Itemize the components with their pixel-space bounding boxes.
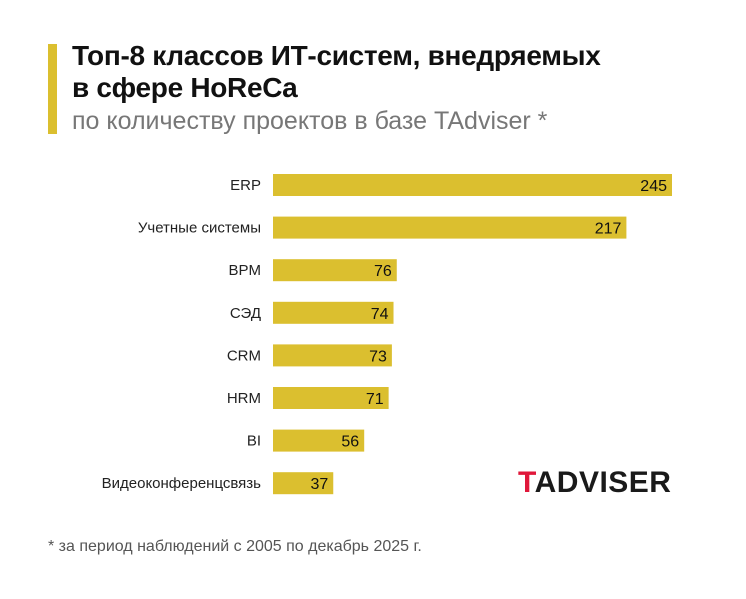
- logo-t: T: [518, 466, 535, 499]
- category-label: BPM: [228, 262, 261, 279]
- bar-6: [273, 429, 365, 452]
- bar-3: [273, 301, 394, 324]
- category-label: CRM: [227, 347, 261, 364]
- category-label: Видеоконференцсвязь: [102, 475, 262, 492]
- chart-subtitle: по количеству проектов в базе TAdviser *: [72, 107, 548, 135]
- category-label: Учетные системы: [138, 220, 261, 237]
- value-label: 37: [310, 476, 328, 493]
- logo-rest: ADVISER: [534, 466, 672, 499]
- value-label: 73: [369, 348, 387, 365]
- value-label: 71: [366, 391, 384, 408]
- bar-5: [273, 387, 389, 409]
- category-label: HRM: [227, 390, 261, 407]
- title-line-1: Топ-8 классов ИТ-систем, внедряемых: [72, 40, 601, 71]
- title-accent-bar: [48, 44, 57, 134]
- bar-7: [273, 472, 334, 495]
- category-label: ERP: [230, 177, 261, 194]
- value-label: 74: [371, 306, 389, 323]
- value-label: 76: [374, 263, 392, 280]
- bar-1: [273, 216, 627, 239]
- title-line-2: в сфере HoReCa: [72, 72, 298, 103]
- footnote: * за период наблюдений с 2005 по декабрь…: [48, 538, 422, 555]
- value-label: 217: [595, 221, 622, 238]
- chart-title: Топ-8 классов ИТ-систем, внедряемых в сф…: [72, 40, 601, 104]
- category-label: СЭД: [230, 305, 261, 322]
- bar-4: [273, 344, 392, 367]
- bar-0: [273, 174, 672, 196]
- bar-2: [273, 259, 397, 282]
- value-label: 245: [640, 178, 667, 195]
- value-label: 56: [341, 434, 359, 451]
- tadviser-logo: TADVISER: [518, 466, 671, 500]
- category-label: BI: [247, 433, 261, 450]
